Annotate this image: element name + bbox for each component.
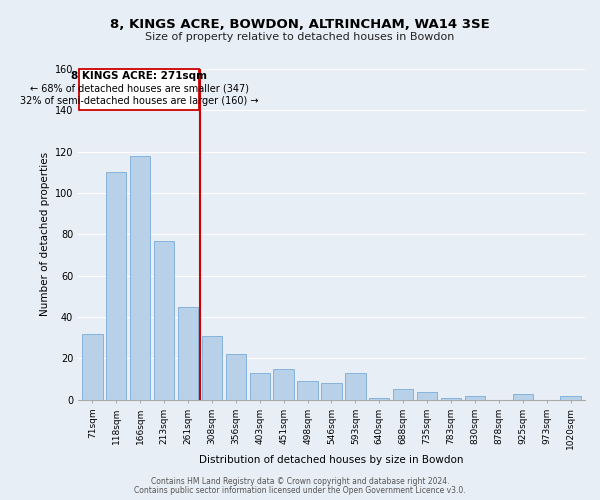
Bar [345,373,365,400]
Bar [393,390,413,400]
Bar [512,394,533,400]
Bar [274,369,294,400]
Bar [250,373,270,400]
Text: 32% of semi-detached houses are larger (160) →: 32% of semi-detached houses are larger (… [20,96,259,106]
Text: Contains HM Land Registry data © Crown copyright and database right 2024.: Contains HM Land Registry data © Crown c… [151,477,449,486]
Bar [369,398,389,400]
Text: 8 KINGS ACRE: 271sqm: 8 KINGS ACRE: 271sqm [71,71,208,81]
Text: ← 68% of detached houses are smaller (347): ← 68% of detached houses are smaller (34… [30,84,249,94]
Bar [106,172,127,400]
Text: Size of property relative to detached houses in Bowdon: Size of property relative to detached ho… [145,32,455,42]
Bar [298,381,318,400]
Bar [465,396,485,400]
Y-axis label: Number of detached properties: Number of detached properties [40,152,50,316]
Bar [441,398,461,400]
Bar [130,156,151,400]
Bar [226,354,246,400]
Bar [417,392,437,400]
Bar [322,384,341,400]
Text: 8, KINGS ACRE, BOWDON, ALTRINCHAM, WA14 3SE: 8, KINGS ACRE, BOWDON, ALTRINCHAM, WA14 … [110,18,490,30]
Bar [178,307,198,400]
Bar [560,396,581,400]
Text: Contains public sector information licensed under the Open Government Licence v3: Contains public sector information licen… [134,486,466,495]
Bar [79,69,199,110]
X-axis label: Distribution of detached houses by size in Bowdon: Distribution of detached houses by size … [199,455,464,465]
Bar [82,334,103,400]
Bar [202,336,222,400]
Bar [154,240,174,400]
